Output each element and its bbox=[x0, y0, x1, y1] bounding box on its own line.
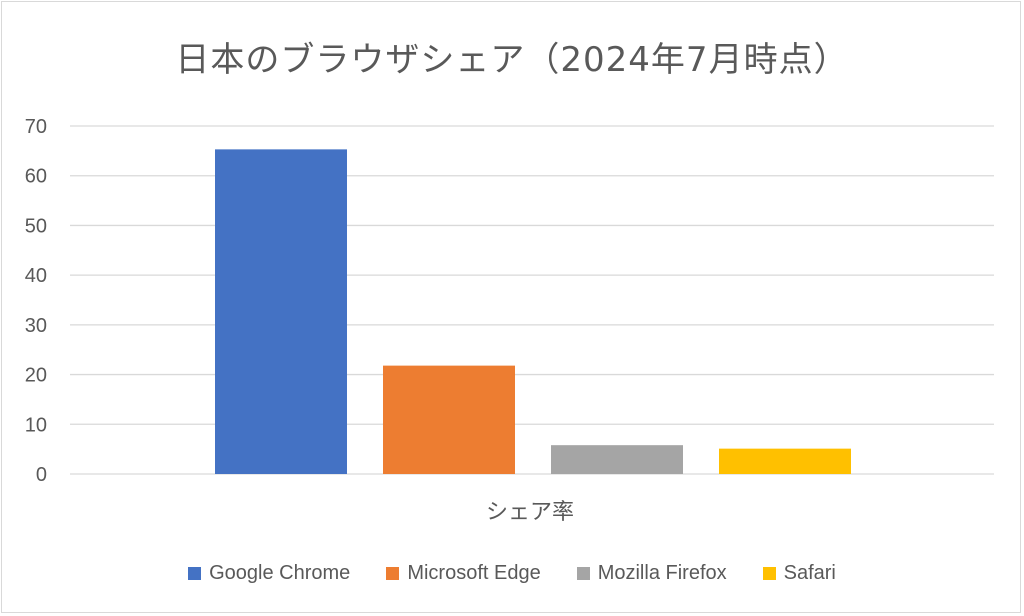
y-tick-label: 0 bbox=[36, 464, 47, 486]
y-tick-label: 10 bbox=[25, 414, 47, 436]
y-tick-label: 50 bbox=[25, 215, 47, 237]
y-axis-ticks: 0 10 20 30 40 50 60 70 bbox=[25, 116, 47, 486]
legend: Google Chrome Microsoft Edge Mozilla Fir… bbox=[2, 562, 1022, 585]
y-tick-label: 30 bbox=[25, 315, 47, 337]
bars bbox=[215, 149, 851, 474]
y-tick-label: 70 bbox=[25, 116, 47, 138]
legend-swatch-edge bbox=[386, 567, 400, 580]
chart-title: 日本のブラウザシェア（2024年7月時点） bbox=[175, 40, 849, 80]
bar-safari bbox=[719, 448, 851, 474]
bar-mozilla-firefox bbox=[551, 445, 683, 474]
gridlines bbox=[70, 125, 994, 475]
legend-item-firefox: Mozilla Firefox bbox=[576, 562, 727, 585]
legend-label-firefox: Mozilla Firefox bbox=[597, 562, 727, 584]
legend-swatch-firefox bbox=[576, 567, 590, 580]
legend-item-safari: Safari bbox=[762, 562, 836, 585]
y-tick-label: 60 bbox=[25, 166, 47, 188]
legend-swatch-chrome bbox=[188, 567, 202, 580]
legend-label-safari: Safari bbox=[783, 562, 836, 584]
legend-swatch-safari bbox=[762, 567, 776, 580]
legend-item-chrome: Google Chrome bbox=[188, 562, 350, 585]
bar-google-chrome bbox=[215, 149, 347, 474]
legend-label-chrome: Google Chrome bbox=[209, 562, 351, 584]
y-tick-label: 40 bbox=[25, 265, 47, 287]
bar-microsoft-edge bbox=[383, 365, 515, 474]
y-tick-label: 20 bbox=[25, 365, 47, 387]
legend-label-edge: Microsoft Edge bbox=[407, 562, 541, 584]
x-axis-label: シェア率 bbox=[486, 499, 574, 524]
legend-item-edge: Microsoft Edge bbox=[386, 562, 541, 585]
